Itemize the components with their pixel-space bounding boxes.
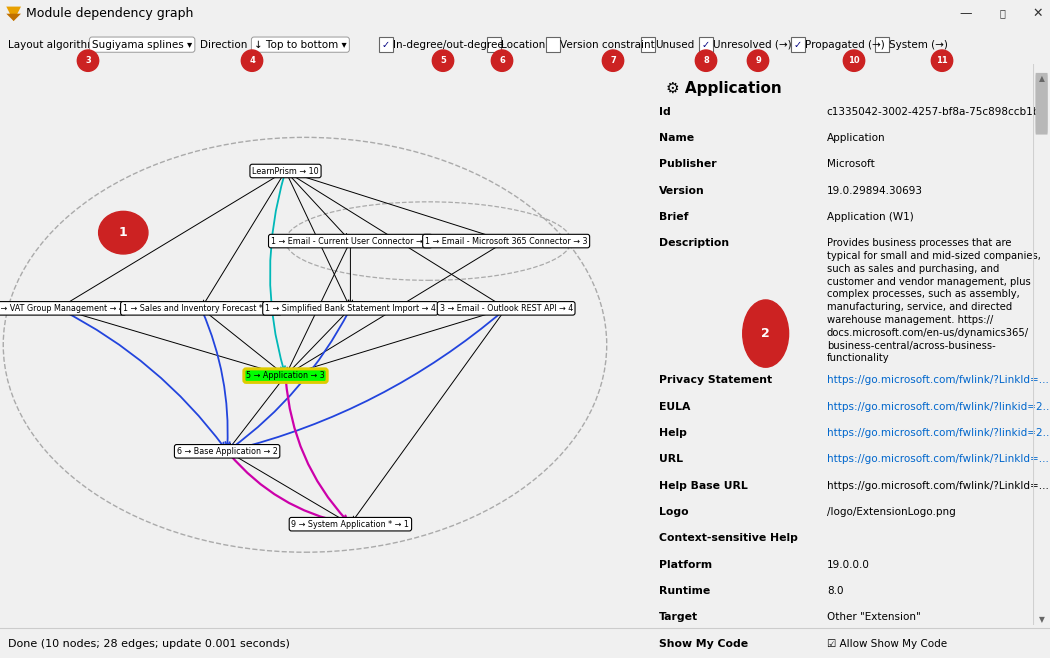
- Text: Unresolved (→): Unresolved (→): [713, 39, 792, 49]
- Text: https://go.microsoft.com/fwlink/?linkid=2...: https://go.microsoft.com/fwlink/?linkid=…: [826, 401, 1050, 412]
- Text: /logo/ExtensionLogo.png: /logo/ExtensionLogo.png: [826, 507, 956, 517]
- Polygon shape: [6, 14, 21, 21]
- Text: Help: Help: [658, 428, 687, 438]
- Text: ✓: ✓: [382, 39, 390, 49]
- Text: LearnPrism → 10: LearnPrism → 10: [252, 166, 319, 176]
- Text: 1 → Email - Microsoft 365 Connector → 3: 1 → Email - Microsoft 365 Connector → 3: [425, 237, 587, 245]
- Circle shape: [242, 50, 262, 71]
- Text: Platform: Platform: [658, 560, 712, 570]
- Text: Description: Description: [658, 238, 729, 248]
- Text: Privacy Statement: Privacy Statement: [658, 375, 772, 386]
- Text: ✓: ✓: [702, 39, 710, 49]
- Circle shape: [491, 50, 512, 71]
- Text: 8: 8: [704, 56, 709, 65]
- Text: Version constraint: Version constraint: [560, 39, 655, 49]
- Text: 4: 4: [249, 56, 255, 65]
- FancyBboxPatch shape: [1035, 73, 1048, 135]
- Circle shape: [695, 50, 717, 71]
- Text: Location: Location: [501, 39, 545, 49]
- FancyBboxPatch shape: [546, 38, 561, 52]
- Text: ↓ Top to bottom ▾: ↓ Top to bottom ▾: [254, 39, 346, 49]
- Text: ☑ Allow Show My Code: ☑ Allow Show My Code: [826, 639, 947, 649]
- Text: 5: 5: [440, 56, 446, 65]
- Text: In-degree/out-degree: In-degree/out-degree: [393, 39, 504, 49]
- Text: https://go.microsoft.com/fwlink/?LinkId=...: https://go.microsoft.com/fwlink/?LinkId=…: [826, 481, 1049, 491]
- Text: 1 → Email - Current User Connector → 3: 1 → Email - Current User Connector → 3: [271, 237, 430, 245]
- Text: Brief: Brief: [658, 212, 688, 222]
- FancyBboxPatch shape: [379, 38, 394, 52]
- Text: Layout algorithm: Layout algorithm: [8, 39, 98, 49]
- Text: 7: 7: [610, 56, 616, 65]
- Text: 10: 10: [848, 56, 860, 65]
- Text: ▼: ▼: [1038, 615, 1045, 624]
- Text: 1 → Simplified Bank Statement Import → 4: 1 → Simplified Bank Statement Import → 4: [265, 304, 436, 313]
- Text: URL: URL: [658, 454, 682, 465]
- Circle shape: [433, 50, 454, 71]
- FancyBboxPatch shape: [487, 38, 501, 52]
- Text: 11: 11: [937, 56, 948, 65]
- Text: https://go.microsoft.com/fwlink/?LinkId=...: https://go.microsoft.com/fwlink/?LinkId=…: [826, 454, 1049, 465]
- FancyBboxPatch shape: [791, 38, 805, 52]
- Text: Done (10 nodes; 28 edges; update 0.001 seconds): Done (10 nodes; 28 edges; update 0.001 s…: [8, 639, 290, 649]
- Text: 5 → Application → 3: 5 → Application → 3: [246, 371, 324, 380]
- Text: ▲: ▲: [1038, 74, 1045, 83]
- Text: Other "Extension": Other "Extension": [826, 613, 921, 622]
- Circle shape: [748, 50, 769, 71]
- Text: 6: 6: [499, 56, 505, 65]
- Text: System (→): System (→): [889, 39, 948, 49]
- Text: —: —: [960, 7, 972, 20]
- FancyBboxPatch shape: [698, 38, 713, 52]
- Text: 1: 1: [119, 226, 128, 239]
- Text: https://go.microsoft.com/fwlink/?LinkId=...: https://go.microsoft.com/fwlink/?LinkId=…: [826, 375, 1049, 386]
- Circle shape: [742, 300, 789, 367]
- Text: 19.0.29894.30693: 19.0.29894.30693: [826, 186, 923, 195]
- Text: ⬜: ⬜: [1000, 8, 1006, 18]
- Text: Id: Id: [658, 107, 670, 116]
- Text: https://go.microsoft.com/fwlink/?linkid=2...: https://go.microsoft.com/fwlink/?linkid=…: [826, 428, 1050, 438]
- Circle shape: [843, 50, 865, 71]
- Text: Publisher: Publisher: [658, 159, 716, 169]
- Text: Logo: Logo: [658, 507, 688, 517]
- Text: Provides business processes that are
typical for small and mid-sized companies,
: Provides business processes that are typ…: [826, 238, 1041, 363]
- Text: Module dependency graph: Module dependency graph: [26, 7, 193, 20]
- Text: ✓: ✓: [794, 39, 802, 49]
- Text: Show My Code: Show My Code: [658, 639, 748, 649]
- Circle shape: [78, 50, 99, 71]
- Text: 1 → Sales and Inventory Forecast * → 4: 1 → Sales and Inventory Forecast * → 4: [123, 304, 279, 313]
- Text: 9: 9: [755, 56, 761, 65]
- Text: Application (W1): Application (W1): [826, 212, 914, 222]
- Text: EULA: EULA: [658, 401, 690, 412]
- Text: Propagated (→): Propagated (→): [805, 39, 885, 49]
- Text: Name: Name: [658, 133, 694, 143]
- Text: 3: 3: [85, 56, 91, 65]
- Text: 2: 2: [761, 327, 770, 340]
- Circle shape: [931, 50, 952, 71]
- Text: 6 → Base Application → 2: 6 → Base Application → 2: [176, 447, 277, 456]
- FancyBboxPatch shape: [640, 38, 655, 52]
- Text: Help Base URL: Help Base URL: [658, 481, 748, 491]
- Polygon shape: [6, 7, 21, 21]
- Text: 1 → VAT Group Management → 4: 1 → VAT Group Management → 4: [0, 304, 124, 313]
- Text: Context-sensitive Help: Context-sensitive Help: [658, 534, 798, 544]
- Text: Runtime: Runtime: [658, 586, 710, 596]
- Text: Version: Version: [658, 186, 705, 195]
- Text: 8.0: 8.0: [826, 586, 843, 596]
- Text: Unused: Unused: [655, 39, 694, 49]
- Circle shape: [99, 211, 148, 254]
- Text: c1335042-3002-4257-bf8a-75c898ccb1b8: c1335042-3002-4257-bf8a-75c898ccb1b8: [826, 107, 1047, 116]
- Text: Direction: Direction: [200, 39, 248, 49]
- Text: Sugiyama splines ▾: Sugiyama splines ▾: [92, 39, 192, 49]
- Text: 9 → System Application * → 1: 9 → System Application * → 1: [292, 520, 410, 528]
- Text: Microsoft: Microsoft: [826, 159, 875, 169]
- Text: 19.0.0.0: 19.0.0.0: [826, 560, 869, 570]
- Text: Target: Target: [658, 613, 698, 622]
- Text: 3 → Email - Outlook REST API → 4: 3 → Email - Outlook REST API → 4: [440, 304, 572, 313]
- Text: ✕: ✕: [1032, 7, 1043, 20]
- FancyBboxPatch shape: [875, 38, 889, 52]
- Circle shape: [603, 50, 624, 71]
- Text: ⚙ Application: ⚙ Application: [667, 82, 782, 96]
- Text: Application: Application: [826, 133, 885, 143]
